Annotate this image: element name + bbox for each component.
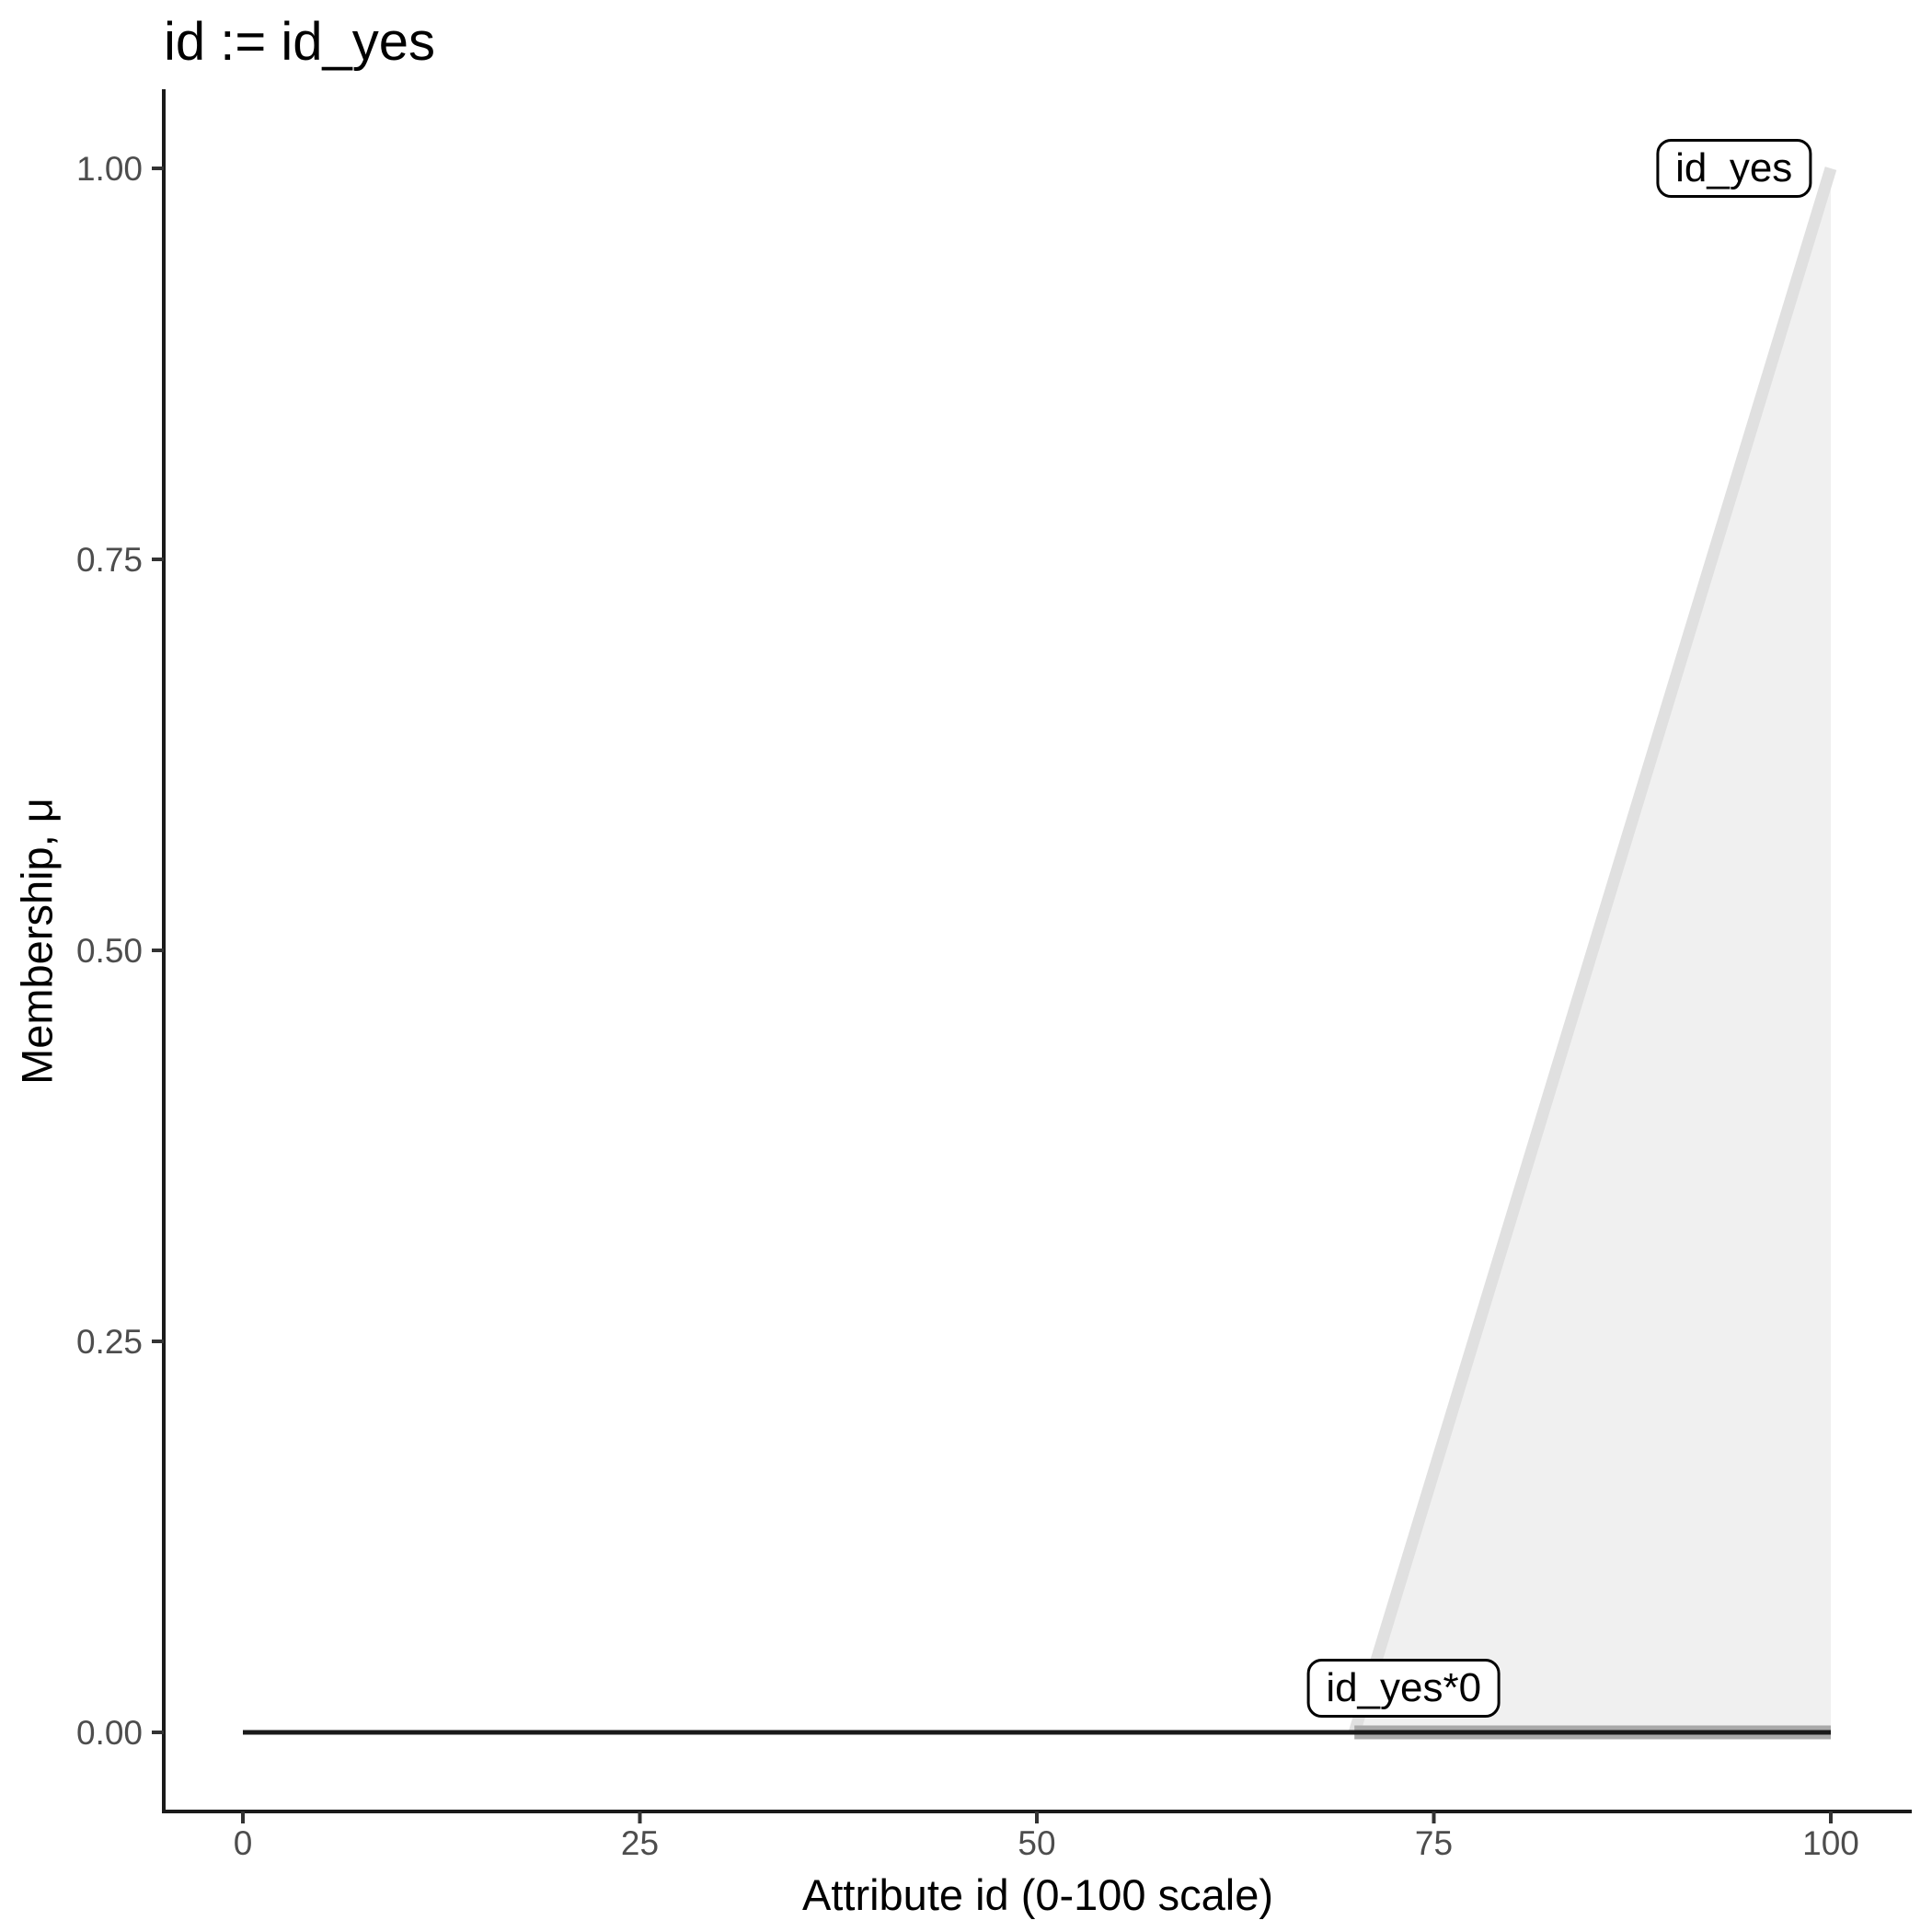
y-tick-label: 1.00 (76, 150, 143, 188)
plot-title: id := id_yes (164, 12, 436, 72)
x-tick-label: 25 (621, 1824, 659, 1862)
series-label-box-id-yes-times-0: id_yes*0 (1306, 1659, 1501, 1719)
y-tick-label: 0.75 (76, 541, 143, 579)
x-tick-label: 100 (1802, 1824, 1859, 1862)
y-tick-label: 0.25 (76, 1323, 143, 1361)
x-tick-label: 0 (234, 1824, 253, 1862)
series-line-id_yes-1 (1348, 167, 1837, 1734)
y-tick-label: 0.50 (76, 932, 143, 970)
y-tick-label: 0.00 (76, 1714, 143, 1752)
x-tick-label: 75 (1415, 1824, 1453, 1862)
x-axis-title: Attribute id (0-100 scale) (801, 1870, 1274, 1919)
x-tick-label: 50 (1018, 1824, 1055, 1862)
series-label-box-id-yes: id_yes (1656, 139, 1812, 198)
